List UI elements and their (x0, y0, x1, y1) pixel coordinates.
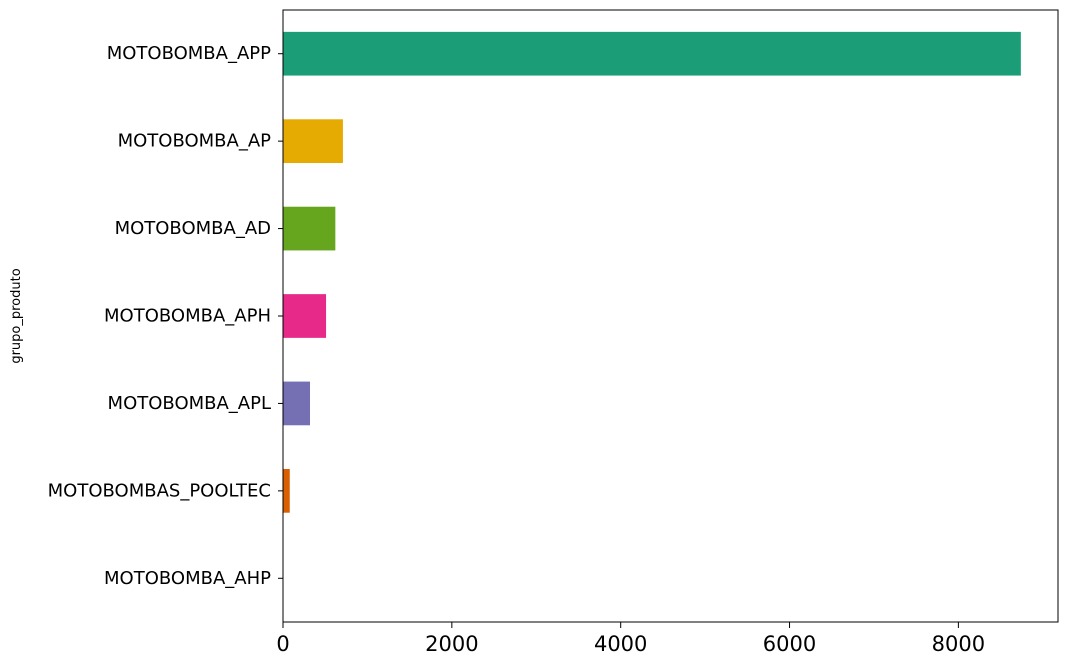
bar-motobomba-app (283, 31, 1021, 76)
category-label: MOTOBOMBA_APP (107, 43, 271, 64)
bar-motobomba-ad (283, 206, 336, 251)
x-tick-label: 0 (276, 632, 289, 656)
bar-motobomba-apl (283, 381, 311, 426)
x-tick-label: 4000 (594, 632, 647, 656)
x-axis-ticks: 0 2000 4000 6000 8000 (276, 622, 985, 656)
category-label: MOTOBOMBA_AD (115, 218, 271, 239)
bar-motobomba-aph (283, 294, 327, 338)
category-labels: MOTOBOMBA_APP MOTOBOMBA_AP MOTOBOMBA_AD MOT… (48, 43, 283, 589)
bars-layer (283, 31, 1021, 513)
x-tick-label: 8000 (932, 632, 985, 656)
x-tick-label: 6000 (763, 632, 816, 656)
y-axis-label: grupo_produto (9, 268, 24, 363)
x-tick-label: 2000 (425, 632, 478, 656)
bar-motobombas-pooltec (283, 469, 290, 513)
category-label: MOTOBOMBA_APH (104, 306, 271, 327)
category-label: MOTOBOMBA_APL (108, 393, 271, 414)
category-label: MOTOBOMBA_AHP (104, 568, 271, 589)
category-label: MOTOBOMBAS_POOLTEC (48, 480, 271, 501)
category-label: MOTOBOMBA_AP (118, 131, 272, 152)
plot-frame (282, 9, 1059, 623)
bar-motobomba-ap (283, 119, 343, 163)
